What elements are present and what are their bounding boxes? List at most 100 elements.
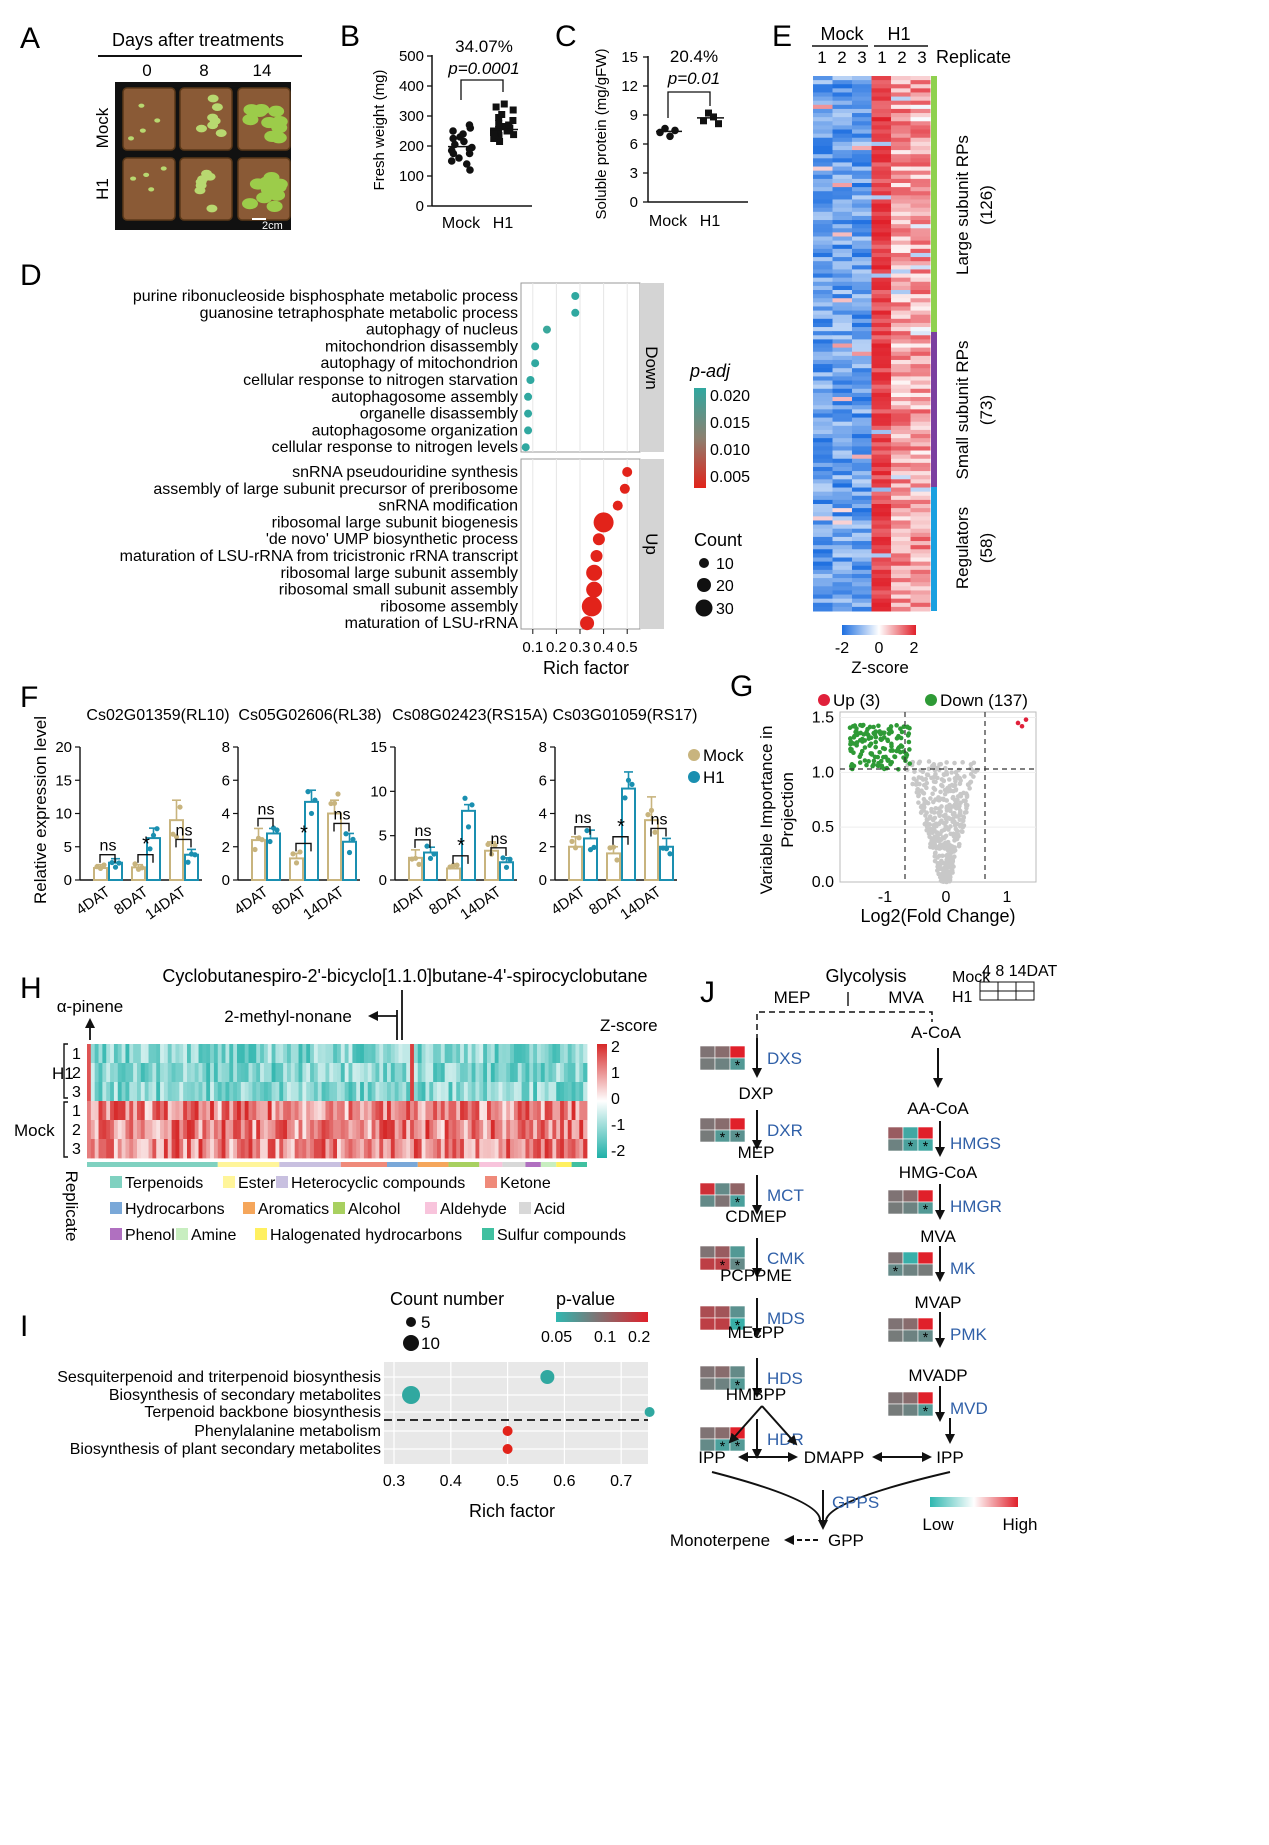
e-heat-cell: [813, 594, 833, 600]
e-heat-cell: [852, 401, 872, 406]
j-expr-cell: [917, 1201, 934, 1215]
d-dot-up: [581, 596, 602, 617]
h-heat-cell: [448, 1101, 453, 1121]
h-heat-cell: [367, 1082, 373, 1102]
g-point-ns: [966, 782, 971, 788]
e-heat-cell: [852, 528, 872, 534]
e-heat-cell: [852, 174, 872, 180]
g-point-ns: [926, 766, 932, 772]
h-heat-cell: [433, 1101, 438, 1121]
e-heat-cell: [852, 520, 872, 526]
f-bar-h1-point: [469, 802, 475, 808]
e-heat-cell: [832, 339, 853, 344]
e-heat-cell: [871, 187, 892, 192]
e-heat-cell: [891, 594, 911, 600]
h-heat-cell: [217, 1044, 223, 1064]
g-point-down: [885, 738, 891, 744]
e-heat-cell: [891, 450, 911, 456]
e-heat-cell: [832, 541, 853, 546]
g-point-down: [868, 735, 874, 741]
h-heat-cell: [187, 1101, 192, 1121]
e-heat-cell: [910, 450, 931, 456]
d-term-up: ribosomal large subunit assembly: [281, 565, 518, 582]
h-heat-cell: [267, 1139, 273, 1159]
j-expr-cell: [729, 1257, 746, 1271]
h-heat-cell: [425, 1139, 430, 1159]
h-heat-cell: [498, 1082, 503, 1102]
h-heat-cell: [467, 1120, 473, 1140]
b-point-mock: [465, 121, 474, 129]
e-heat-cell: [891, 565, 911, 571]
h-group-h1: H1: [52, 1064, 74, 1083]
e-heat-cell: [832, 590, 853, 596]
h-heat-cell: [275, 1120, 280, 1140]
g-point-ns: [926, 759, 932, 764]
h-heat-cell: [113, 1063, 119, 1083]
b-point-h1: [510, 131, 518, 139]
h-heat-cell: [117, 1120, 123, 1140]
g-point-ns: [929, 830, 935, 836]
f-bar-h1-point: [431, 851, 437, 857]
e-heat-cell: [910, 88, 931, 93]
g-point-up: [1015, 720, 1021, 726]
e-heat-cell: [891, 154, 911, 159]
h-heat-cell: [344, 1120, 349, 1140]
h-heat-cell: [483, 1101, 488, 1121]
h-heat-cell: [475, 1139, 480, 1159]
e-heat-cell: [910, 240, 931, 246]
f-sig-bracket: [414, 839, 431, 848]
e-heat-cell: [832, 335, 853, 340]
g-point-ns: [932, 851, 938, 856]
e-heat-cell: [813, 508, 833, 513]
h-heat-cell: [421, 1044, 426, 1064]
f-ytick-label: 5: [64, 839, 72, 856]
d-dot-up: [612, 500, 623, 511]
h-heat-cell: [352, 1082, 357, 1102]
panel-letter-c: C: [555, 20, 577, 53]
i-xtick-label: 0.6: [553, 1473, 575, 1490]
e-heat-cell: [871, 265, 892, 270]
panel-letter-a: A: [20, 22, 40, 55]
f-bar-h1-point: [150, 832, 157, 838]
h-heat-cell: [175, 1082, 180, 1102]
g-point-ns: [946, 777, 952, 782]
h-heat-cell: [521, 1044, 526, 1064]
h-heat-cell: [317, 1139, 323, 1159]
e-heat-cell: [852, 388, 872, 394]
seedling-leaf: [266, 200, 283, 212]
e-heat-cell: [832, 277, 853, 283]
f-ytick-label: 0: [222, 872, 230, 889]
f-ytick-label: 20: [55, 739, 72, 756]
e-heat-cell: [832, 466, 853, 472]
g-point-ns: [919, 768, 925, 774]
h-heat-cell: [229, 1101, 234, 1121]
e-heat-cell: [891, 215, 911, 221]
f-sig-label: *: [457, 835, 465, 857]
g-point-down: [866, 758, 871, 764]
i-term: Terpenoid backbone biosynthesis: [144, 1404, 381, 1421]
e-heat-cell: [832, 442, 853, 447]
h-heat-cell: [144, 1063, 149, 1083]
e-heat-cell: [910, 388, 931, 394]
e-heat-cell: [910, 495, 931, 501]
g-point-down: [876, 723, 881, 729]
h-heat-cell: [560, 1082, 565, 1102]
h-heat-cell: [337, 1044, 342, 1064]
e-heat-cell: [832, 314, 853, 320]
e-heat-cell: [891, 606, 911, 612]
g-point-ns: [946, 869, 952, 875]
e-heat-cell: [832, 166, 853, 172]
h-heat-cell: [556, 1139, 561, 1159]
e-heat-cell: [910, 573, 931, 579]
e-heat-cell: [871, 327, 892, 332]
seedling-leaf: [195, 124, 207, 133]
f-legend-mock: Mock: [703, 746, 744, 765]
e-heat-cell: [852, 257, 872, 262]
d-dot-down: [524, 392, 533, 401]
g-point-ns: [934, 834, 939, 840]
h-heat-cell: [187, 1139, 192, 1159]
h-heat-cell: [537, 1082, 542, 1102]
f-bar-h1-point: [109, 859, 115, 866]
e-heat-cell: [852, 359, 872, 365]
f-gene-title: Cs02G01359(RL10): [86, 707, 229, 724]
